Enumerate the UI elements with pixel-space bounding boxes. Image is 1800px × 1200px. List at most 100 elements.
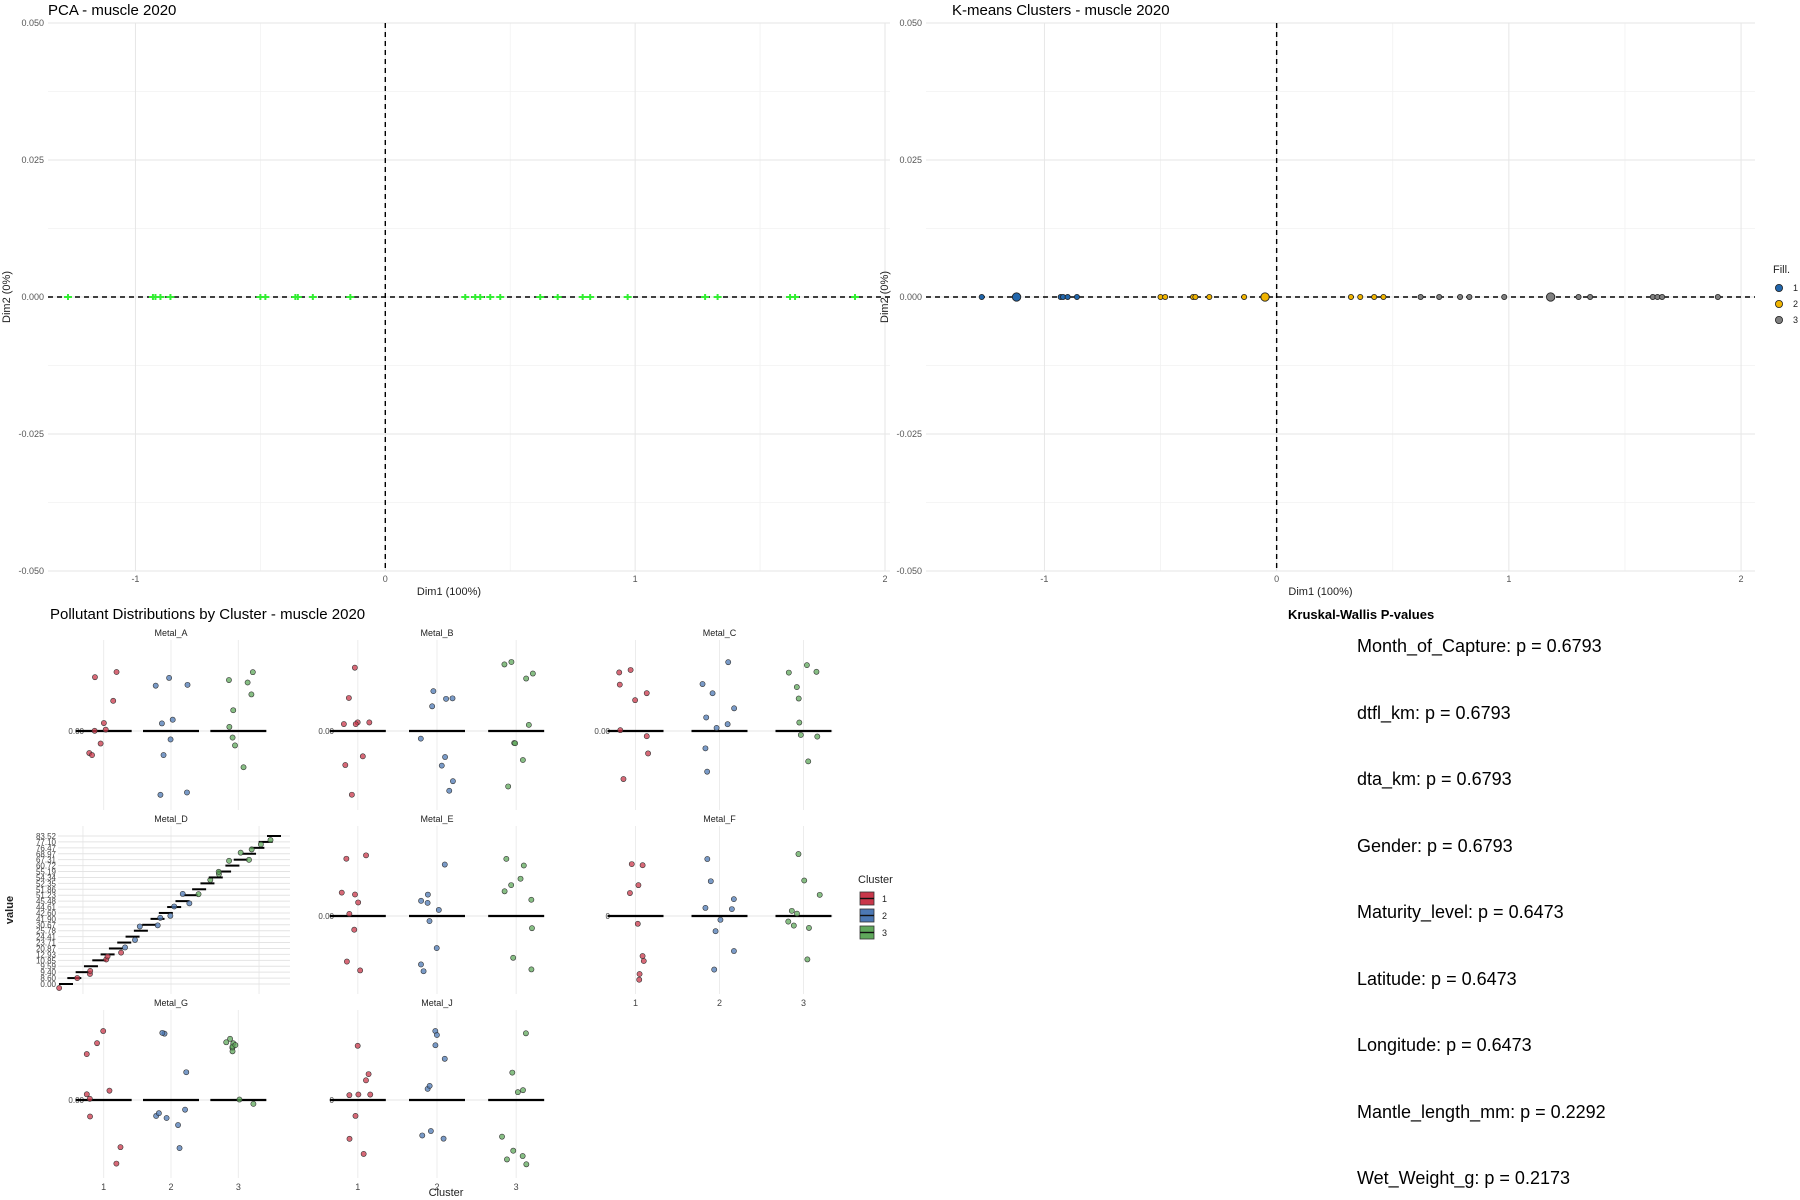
data-point <box>1357 293 1364 300</box>
data-point <box>639 953 646 959</box>
facet-title: Metal_F <box>703 814 736 824</box>
x-tick-label: 3 <box>514 1182 519 1192</box>
data-point <box>486 294 495 300</box>
data-point <box>1371 293 1378 300</box>
data-point <box>420 968 427 975</box>
x-tick-label: 0 <box>383 574 388 584</box>
y-tick-label: 0.00 <box>318 727 334 736</box>
data-point <box>427 1128 434 1134</box>
data-point <box>441 861 448 868</box>
data-point <box>791 294 800 300</box>
data-point <box>785 669 792 676</box>
data-point <box>1575 293 1582 300</box>
data-point <box>851 294 860 300</box>
data-point <box>346 1092 353 1099</box>
y-tick-label: 10.85 <box>36 956 57 965</box>
data-point <box>186 900 193 907</box>
data-point <box>248 691 255 698</box>
data-point <box>184 789 190 796</box>
data-point <box>352 1113 359 1119</box>
data-point <box>360 1151 367 1157</box>
data-point <box>1466 293 1473 300</box>
data-point <box>87 1113 93 1120</box>
y-tick-label: 55.19 <box>36 868 57 877</box>
data-point <box>1206 293 1213 300</box>
data-point <box>363 852 369 859</box>
cluster-centroid <box>1546 292 1556 302</box>
data-point <box>417 735 424 742</box>
data-point <box>156 294 165 300</box>
data-point <box>520 757 526 763</box>
data-point <box>113 669 120 675</box>
legend-key <box>1775 299 1784 308</box>
data-point <box>627 667 634 673</box>
y-tick-label: -0.025 <box>896 429 922 439</box>
data-point <box>1192 293 1199 300</box>
data-point <box>519 1153 526 1159</box>
data-point <box>529 670 536 677</box>
data-point <box>102 726 109 733</box>
data-point <box>163 1115 170 1121</box>
data-point <box>1073 293 1080 300</box>
data-point <box>1380 293 1387 300</box>
y-tick-label: 30.67 <box>36 921 57 930</box>
data-point <box>717 916 724 923</box>
data-point <box>523 1161 530 1168</box>
data-point <box>501 888 508 895</box>
data-point <box>100 1028 107 1034</box>
data-point <box>442 754 448 760</box>
data-point <box>166 675 173 681</box>
data-point <box>237 849 244 856</box>
data-point <box>418 961 424 968</box>
data-point <box>713 725 720 731</box>
kruskal-pvalue-line: Maturity_level: p = 0.6473 <box>1357 902 1564 922</box>
data-point <box>814 733 821 740</box>
data-point <box>183 1069 190 1076</box>
data-point <box>702 745 709 752</box>
cluster-centroid <box>1011 292 1022 302</box>
y-tick-label: 0.025 <box>21 155 44 165</box>
data-point <box>226 857 232 864</box>
data-point <box>804 956 811 963</box>
data-point <box>419 1132 426 1139</box>
data-point <box>509 1069 516 1076</box>
facet-title: Metal_A <box>154 628 187 638</box>
data-point <box>240 764 247 771</box>
kruskal-pvalue-line: dtfl_km: p = 0.6793 <box>1357 702 1511 723</box>
data-point <box>182 1106 188 1113</box>
data-point <box>426 918 433 924</box>
data-point <box>175 1122 181 1128</box>
data-point <box>712 928 719 935</box>
data-point <box>63 294 72 300</box>
data-point <box>704 856 711 862</box>
data-point <box>343 958 350 965</box>
data-point <box>797 732 804 738</box>
data-point <box>418 897 424 904</box>
kruskal-pvalue-line: Mantle_length_mm: p = 0.2292 <box>1357 1101 1606 1122</box>
x-tick-label: 2 <box>717 998 722 1008</box>
facet-title: Metal_B <box>420 628 453 638</box>
data-point <box>293 294 302 300</box>
data-point <box>433 945 440 951</box>
x-tick-label: 3 <box>236 1182 241 1192</box>
data-point <box>1436 293 1443 300</box>
data-point <box>159 1029 166 1036</box>
y-axis-label: value <box>4 896 16 924</box>
legend-key <box>1775 283 1784 292</box>
data-point <box>152 682 159 689</box>
y-tick-label: 0.050 <box>21 18 44 28</box>
x-tick-label: -1 <box>131 574 139 584</box>
x-axis-label: Dim1 (100%) <box>1288 586 1352 598</box>
y-tick-label: 25.78 <box>36 927 57 936</box>
y-tick-label: 44.61 <box>36 903 57 912</box>
data-point <box>171 903 178 910</box>
data-point <box>499 1133 505 1140</box>
data-point <box>724 721 731 728</box>
data-point <box>450 778 456 785</box>
data-point <box>528 966 535 973</box>
data-point <box>707 878 714 885</box>
data-point <box>346 294 355 300</box>
data-point <box>195 891 202 898</box>
legend-label: 2 <box>882 911 887 921</box>
